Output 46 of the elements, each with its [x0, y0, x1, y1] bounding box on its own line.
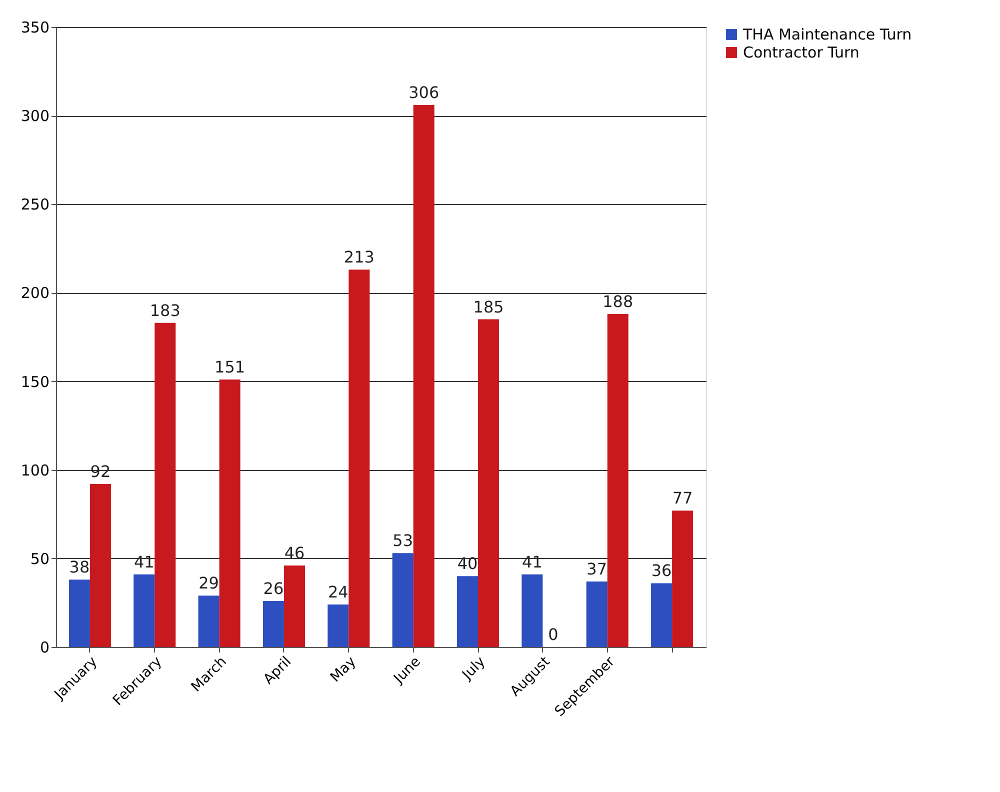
bar	[672, 510, 694, 647]
bar	[198, 596, 220, 647]
bar	[392, 553, 414, 647]
data-label: 36	[651, 561, 672, 580]
bar	[328, 604, 349, 647]
y-tick-label: 200	[20, 284, 50, 302]
data-label: 46	[284, 544, 305, 563]
bar	[522, 574, 543, 647]
data-label: 53	[392, 531, 414, 550]
y-tick-label: 50	[30, 550, 50, 568]
bar	[607, 314, 628, 647]
bar	[134, 574, 155, 647]
y-tick-label: 100	[20, 461, 50, 480]
data-label: 151	[214, 358, 246, 377]
data-label: 0	[548, 625, 558, 644]
bar	[348, 270, 370, 647]
data-label: 213	[344, 248, 374, 267]
data-label: 185	[473, 297, 504, 316]
data-label: 29	[198, 574, 219, 593]
data-label: 26	[263, 578, 284, 598]
bar	[90, 484, 111, 647]
bar	[68, 580, 90, 647]
bar	[413, 104, 434, 647]
data-label: 38	[69, 558, 90, 577]
bar	[456, 576, 478, 647]
y-tick-label: 350	[20, 18, 50, 36]
bar	[219, 380, 240, 647]
bar	[284, 566, 306, 647]
y-tick-label: 0	[40, 638, 50, 656]
data-label: 24	[328, 582, 348, 602]
data-label: 188	[602, 292, 634, 311]
y-tick-label: 300	[20, 107, 50, 126]
y-tick-label: 250	[20, 196, 50, 214]
bar	[262, 600, 284, 647]
data-label: 306	[408, 82, 440, 102]
data-label: 77	[672, 488, 693, 508]
data-label: 40	[457, 554, 478, 574]
bar	[154, 322, 176, 647]
legend-label: Contractor Turn	[743, 44, 860, 62]
bar	[651, 583, 672, 647]
bar	[586, 581, 608, 647]
data-label: 183	[150, 300, 180, 320]
bar	[478, 319, 500, 647]
data-label: 37	[586, 559, 608, 578]
legend-label: THA Maintenance Turn	[742, 26, 912, 44]
y-tick-label: 150	[20, 372, 50, 391]
